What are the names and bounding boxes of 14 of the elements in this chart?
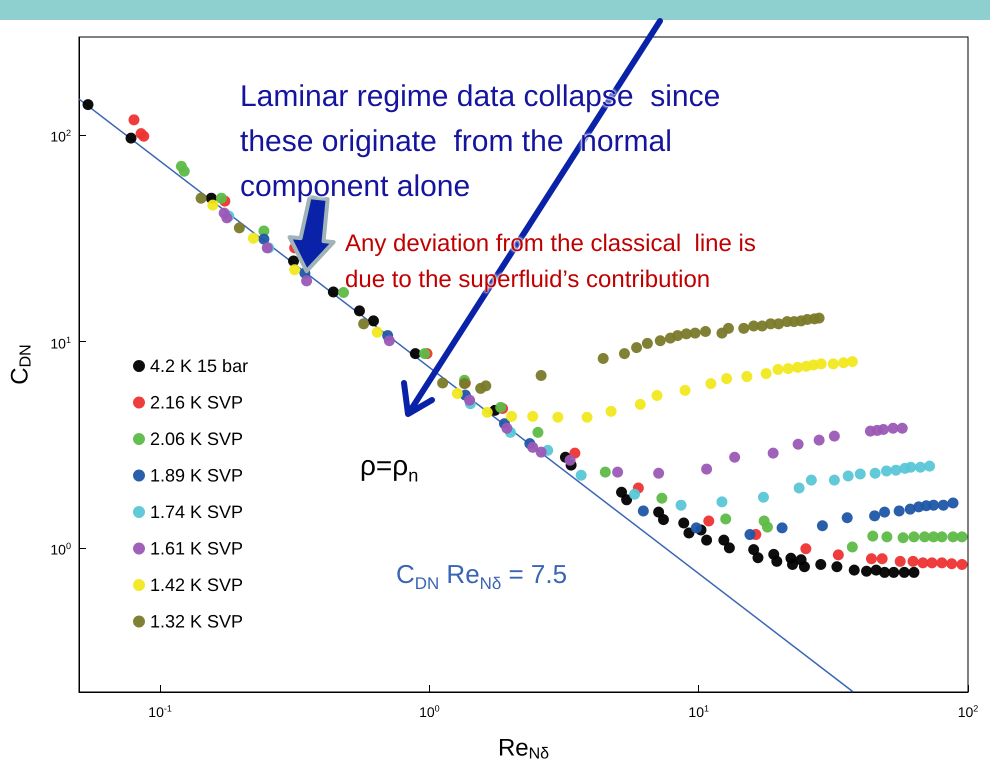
legend-label: 2.06 K SVP (150, 429, 244, 449)
legend-label: 2.16 K SVP (150, 392, 244, 412)
legend-label: 1.89 K SVP (150, 466, 244, 486)
annotation: ρ=ρ$_{n}$ (360, 449, 420, 488)
y-tick-label: 10$^{2}$ (49, 127, 71, 146)
legend-label: 4.2 K 15 bar (150, 356, 248, 376)
legend-label: 1.74 K SVP (150, 502, 244, 522)
y-tick-label: 10$^{1}$ (50, 334, 71, 352)
legend-label: 1.42 K SVP (150, 575, 244, 595)
y-tick-label: 10$^{0}$ (49, 540, 71, 558)
y-axis-title: CDN (6, 344, 34, 385)
annotation: C$_{DN}$ Re$_{Nδ}$ = 7.5 (396, 558, 568, 596)
legend-label: 1.61 K SVP (150, 538, 244, 558)
legend-label: 1.32 K SVP (150, 612, 244, 632)
